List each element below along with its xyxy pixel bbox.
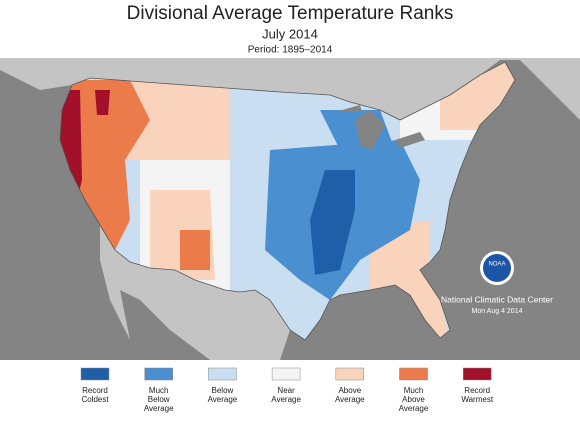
legend-label: Near (277, 386, 295, 395)
legend-label: Much (404, 386, 424, 395)
legend-label: Record (464, 386, 490, 395)
legend-label: Record (82, 386, 108, 395)
legend: RecordColdestMuchBelowAverageBelowAverag… (80, 367, 494, 413)
legend-label: Coldest (81, 395, 109, 404)
legend-swatch (271, 367, 301, 381)
legend-label: Warmest (461, 395, 493, 404)
subtitle: July 2014 (262, 26, 318, 41)
legend-swatch (80, 367, 110, 381)
logo (483, 254, 511, 282)
legend-label: Much (149, 386, 169, 395)
logo-text: NOAA (488, 262, 505, 268)
us-border (59, 61, 516, 341)
mexico (100, 225, 290, 360)
legend-label: Average (208, 395, 238, 404)
legend-label: Average (335, 395, 365, 404)
legend-swatch (208, 367, 237, 381)
legend-swatch (462, 367, 492, 381)
canada (0, 58, 580, 120)
title: Divisional Average Temperature Ranks (127, 3, 454, 24)
legend-label: Above (402, 395, 425, 404)
legend-label: Below (148, 395, 170, 404)
credit-center: National Climatic Data Center (441, 294, 553, 304)
legend-swatch (335, 367, 365, 381)
great-lakes (335, 105, 425, 150)
legend-label: Average (399, 404, 429, 413)
period: Period: 1895–2014 (248, 45, 333, 56)
legend-swatch (144, 367, 173, 381)
legend-label: Average (271, 395, 301, 404)
legend-swatch (399, 367, 428, 381)
legend-label: Below (212, 386, 234, 395)
legend-label: Above (338, 386, 361, 395)
map: NOAA National Climatic Data Center Mon A… (0, 58, 580, 360)
legend-label: Average (144, 404, 174, 413)
credit-date: Mon Aug 4 2014 (472, 308, 523, 315)
